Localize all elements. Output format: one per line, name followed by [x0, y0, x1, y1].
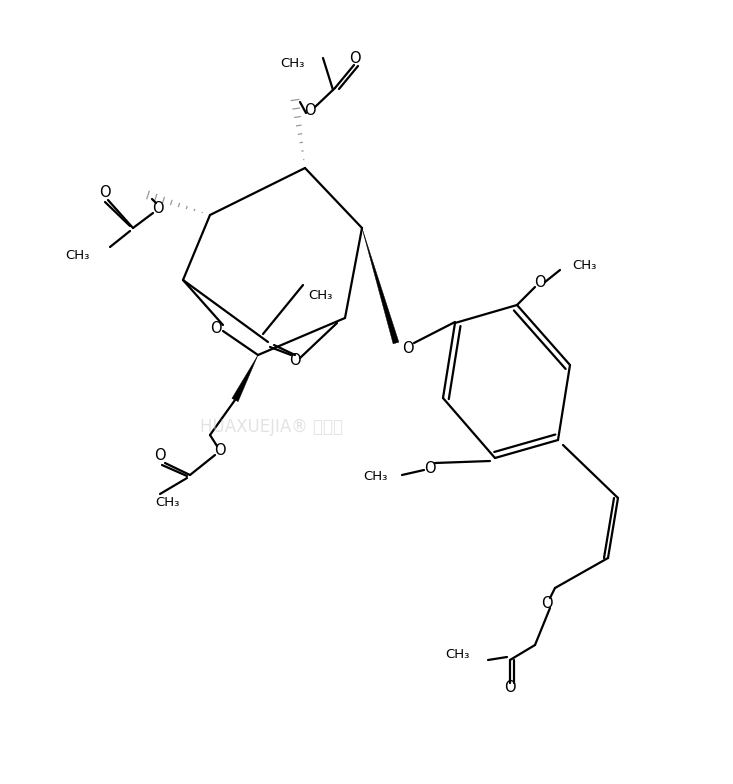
Text: CH₃: CH₃ [446, 648, 470, 662]
Text: O: O [402, 340, 414, 355]
Text: O: O [541, 596, 553, 611]
Text: O: O [424, 460, 436, 476]
Text: O: O [290, 353, 301, 368]
Text: O: O [99, 184, 111, 199]
Text: O: O [304, 103, 316, 118]
Text: O: O [214, 442, 226, 458]
Text: O: O [349, 50, 361, 66]
Text: O: O [154, 448, 166, 463]
Text: CH₃: CH₃ [66, 249, 90, 262]
Polygon shape [232, 355, 258, 401]
Text: O: O [210, 321, 222, 336]
Text: CH₃: CH₃ [155, 495, 180, 509]
Text: O: O [534, 274, 546, 289]
Text: CH₃: CH₃ [572, 259, 597, 271]
Text: HUAXUEJIA® 化学加: HUAXUEJIA® 化学加 [199, 419, 343, 436]
Polygon shape [362, 228, 399, 344]
Text: CH₃: CH₃ [281, 56, 305, 70]
Text: CH₃: CH₃ [308, 289, 332, 302]
Text: CH₃: CH₃ [364, 470, 388, 482]
Text: O: O [152, 201, 163, 216]
Text: O: O [504, 681, 516, 695]
